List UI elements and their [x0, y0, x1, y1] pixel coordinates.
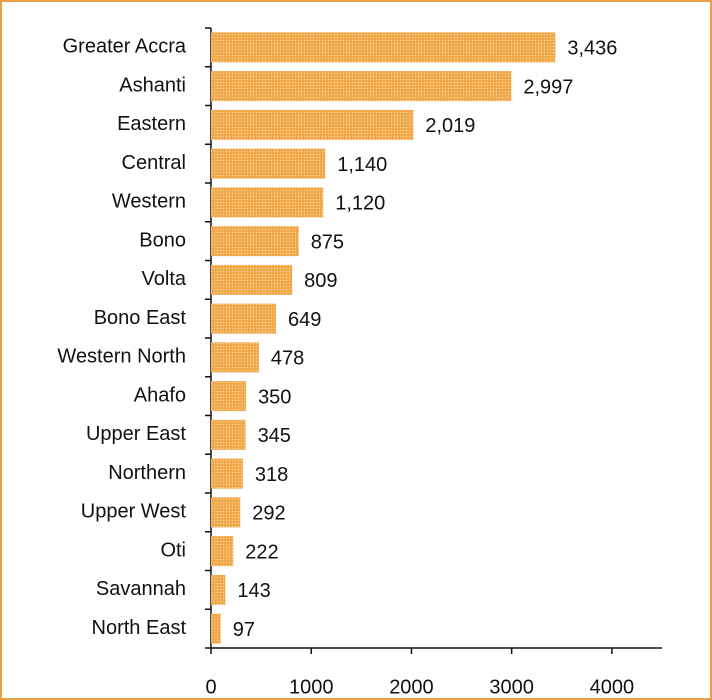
bar: [211, 187, 324, 218]
value-label: 350: [258, 386, 291, 408]
value-label: 478: [271, 348, 304, 370]
value-label: 345: [258, 425, 291, 447]
y-tick-label: Oti: [160, 539, 186, 561]
value-label: 318: [255, 464, 288, 486]
value-label: 649: [288, 309, 321, 331]
x-tick-label: 2000: [389, 676, 434, 698]
bar: [211, 613, 221, 644]
y-tick-label: Eastern: [117, 113, 186, 135]
y-tick-label: Western North: [57, 346, 186, 368]
bar: [211, 536, 234, 567]
bar: [211, 226, 299, 257]
x-tick-label: 0: [205, 676, 216, 698]
value-label: 2,019: [425, 115, 475, 137]
bar: [211, 303, 277, 334]
value-label: 809: [304, 270, 337, 292]
y-tick-label: North East: [92, 617, 187, 639]
y-tick-label: Ashanti: [119, 74, 186, 96]
value-label: 875: [311, 231, 344, 253]
y-tick-label: Greater Accra: [63, 36, 187, 58]
value-label: 222: [245, 541, 278, 563]
y-tick-label: Upper West: [81, 501, 187, 523]
value-label: 3,436: [567, 38, 617, 60]
value-label: 2,997: [523, 76, 573, 98]
y-tick-label: Upper East: [86, 423, 186, 445]
bar: [211, 109, 414, 140]
bar: [211, 264, 293, 295]
bar: [211, 32, 556, 63]
x-tick-label: 3000: [489, 676, 534, 698]
bar: [211, 419, 246, 450]
value-label: 143: [237, 580, 270, 602]
y-tick-label: Bono: [139, 229, 186, 251]
bar: [211, 458, 243, 489]
y-tick-label: Savannah: [96, 578, 186, 600]
bar: [211, 381, 247, 412]
x-tick-label: 1000: [289, 676, 334, 698]
value-label: 1,140: [337, 154, 387, 176]
value-label: 97: [233, 619, 255, 641]
bar: [211, 574, 226, 605]
value-label: 1,120: [335, 193, 385, 215]
bar: [211, 71, 512, 102]
y-tick-label: Bono East: [94, 307, 187, 329]
y-tick-label: Northern: [108, 462, 186, 484]
y-tick-label: Western: [112, 191, 186, 213]
y-tick-label: Volta: [142, 268, 187, 290]
bar: [211, 497, 241, 528]
y-tick-label: Central: [122, 152, 186, 174]
bar: [211, 342, 259, 373]
y-tick-label: Ahafo: [134, 384, 186, 406]
value-label: 292: [252, 503, 285, 525]
bar: [211, 148, 326, 179]
x-tick-label: 4000: [590, 676, 635, 698]
